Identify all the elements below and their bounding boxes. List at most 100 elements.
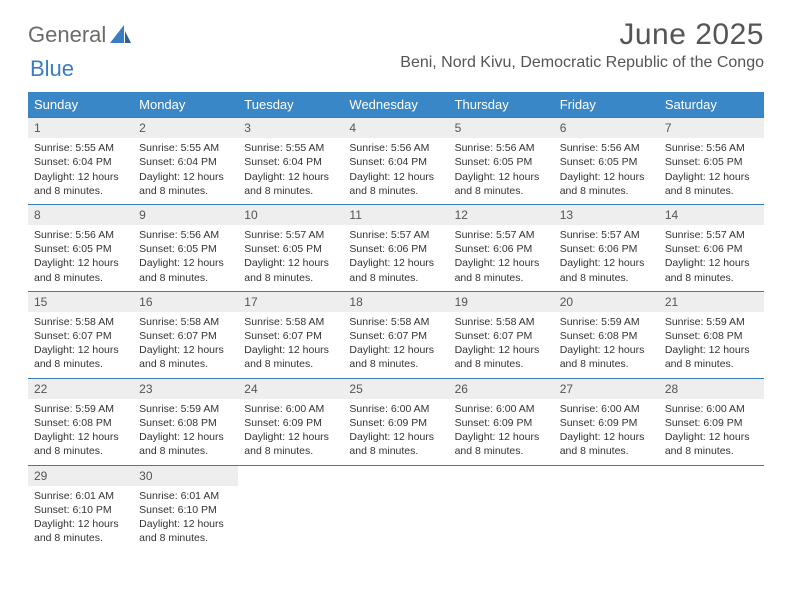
daylight-line-2: and 8 minutes. [139,184,232,198]
calendar-cell: 8Sunrise: 5:56 AMSunset: 6:05 PMDaylight… [28,205,133,291]
brand-name-a: General [28,22,106,48]
weekday-header: Wednesday [343,92,448,117]
sunrise-line: Sunrise: 5:58 AM [455,315,548,329]
day-number: 18 [343,292,448,312]
daylight-line-1: Daylight: 12 hours [244,343,337,357]
calendar-week-row: 8Sunrise: 5:56 AMSunset: 6:05 PMDaylight… [28,204,764,291]
calendar-week-row: 1Sunrise: 5:55 AMSunset: 6:04 PMDaylight… [28,117,764,204]
daylight-line-1: Daylight: 12 hours [34,170,127,184]
sunset-line: Sunset: 6:07 PM [139,329,232,343]
calendar-grid: SundayMondayTuesdayWednesdayThursdayFrid… [28,92,764,551]
daylight-line-1: Daylight: 12 hours [455,430,548,444]
day-number: 21 [659,292,764,312]
sunrise-line: Sunrise: 6:01 AM [34,489,127,503]
day-number: 12 [449,205,554,225]
cell-body: Sunrise: 5:57 AMSunset: 6:05 PMDaylight:… [238,228,343,285]
sunset-line: Sunset: 6:07 PM [244,329,337,343]
daylight-line-2: and 8 minutes. [665,357,758,371]
weekday-header: Sunday [28,92,133,117]
calendar-week-row: 22 Sunrise: 5:59 AMSunset: 6:08 PMDayligh… [28,378,764,465]
day-number: 22 [28,379,133,399]
day-number: 29 [28,466,133,486]
cell-body: Sunrise: 5:57 AMSunset: 6:06 PMDaylight:… [659,228,764,285]
sunrise-line: Sunrise: 5:58 AM [244,315,337,329]
daylight-line-1: Daylight: 12 hours [244,256,337,270]
cell-body: Sunrise: 6:00 AMSunset: 6:09 PMDaylight:… [343,402,448,459]
sunset-line: Sunset: 6:04 PM [349,155,442,169]
sunset-line: Sunset: 6:07 PM [455,329,548,343]
cell-body: Sunrise: 5:57 AMSunset: 6:06 PMDaylight:… [449,228,554,285]
day-number: 5 [449,118,554,138]
daylight-line-2: and 8 minutes. [455,271,548,285]
day-number: 3 [238,118,343,138]
calendar-week-row: 29Sunrise: 6:01 AMSunset: 6:10 PMDayligh… [28,465,764,552]
sunset-line: Sunset: 6:08 PM [665,329,758,343]
cell-body: Sunrise: 5:56 AMSunset: 6:05 PMDaylight:… [133,228,238,285]
cell-body: Sunrise: 5:59 AMSunset: 6:08 PMDaylight:… [28,402,133,459]
sunrise-line: Sunrise: 5:56 AM [139,228,232,242]
cell-body: Sunrise: 5:58 AMSunset: 6:07 PMDaylight:… [449,315,554,372]
daylight-line-1: Daylight: 12 hours [34,256,127,270]
daylight-line-1: Daylight: 12 hours [349,170,442,184]
sunrise-line: Sunrise: 5:55 AM [244,141,337,155]
daylight-line-1: Daylight: 12 hours [455,256,548,270]
sunrise-line: Sunrise: 6:00 AM [349,402,442,416]
calendar-cell: 11Sunrise: 5:57 AMSunset: 6:06 PMDayligh… [343,205,448,291]
day-number: 14 [659,205,764,225]
sunrise-line: Sunrise: 5:57 AM [455,228,548,242]
sunset-line: Sunset: 6:09 PM [349,416,442,430]
calendar-cell: 10 Sunrise: 5:57 AMSunset: 6:05 PMDayligh… [238,205,343,291]
day-number: 13 [554,205,659,225]
cell-body: Sunrise: 5:55 AMSunset: 6:04 PMDaylight:… [238,141,343,198]
calendar-cell: 23Sunrise: 5:59 AMSunset: 6:08 PMDayligh… [133,379,238,465]
location-subtitle: Beni, Nord Kivu, Democratic Republic of … [400,54,764,72]
cell-body: Sunrise: 5:59 AMSunset: 6:08 PMDaylight:… [554,315,659,372]
day-number: 19 [449,292,554,312]
day-number: 2 [133,118,238,138]
sunrise-line: Sunrise: 6:00 AM [455,402,548,416]
daylight-line-1: Daylight: 12 hours [349,430,442,444]
daylight-line-1: Daylight: 12 hours [244,170,337,184]
sunrise-line: Sunrise: 5:56 AM [455,141,548,155]
calendar-cell: 2Sunrise: 5:55 AMSunset: 6:04 PMDaylight… [133,118,238,204]
calendar-cell: 28Sunrise: 6:00 AMSunset: 6:09 PMDayligh… [659,379,764,465]
sunrise-line: Sunrise: 6:00 AM [560,402,653,416]
day-number: 10 [238,205,343,225]
daylight-line-2: and 8 minutes. [349,271,442,285]
calendar-cell: 12 Sunrise: 5:57 AMSunset: 6:06 PMDayligh… [449,205,554,291]
weekday-header: Friday [554,92,659,117]
sunset-line: Sunset: 6:06 PM [455,242,548,256]
sunset-line: Sunset: 6:07 PM [34,329,127,343]
sunrise-line: Sunrise: 5:56 AM [34,228,127,242]
calendar-cell: 15Sunrise: 5:58 AMSunset: 6:07 PMDayligh… [28,292,133,378]
weekday-header: Saturday [659,92,764,117]
calendar-cell: 25Sunrise: 6:00 AMSunset: 6:09 PMDayligh… [343,379,448,465]
daylight-line-2: and 8 minutes. [139,271,232,285]
daylight-line-1: Daylight: 12 hours [455,170,548,184]
cell-body: Sunrise: 5:56 AMSunset: 6:05 PMDaylight:… [449,141,554,198]
cell-body: Sunrise: 5:57 AMSunset: 6:06 PMDaylight:… [554,228,659,285]
day-number: 28 [659,379,764,399]
daylight-line-2: and 8 minutes. [665,271,758,285]
daylight-line-2: and 8 minutes. [349,444,442,458]
daylight-line-2: and 8 minutes. [349,184,442,198]
day-number: 26 [449,379,554,399]
daylight-line-1: Daylight: 12 hours [34,343,127,357]
sunset-line: Sunset: 6:08 PM [139,416,232,430]
sunrise-line: Sunrise: 5:59 AM [665,315,758,329]
daylight-line-1: Daylight: 12 hours [349,256,442,270]
cell-body: Sunrise: 5:57 AMSunset: 6:06 PMDaylight:… [343,228,448,285]
weekday-header: Thursday [449,92,554,117]
sunset-line: Sunset: 6:08 PM [560,329,653,343]
cell-body: Sunrise: 5:56 AMSunset: 6:05 PMDaylight:… [659,141,764,198]
cell-body: Sunrise: 5:56 AMSunset: 6:04 PMDaylight:… [343,141,448,198]
daylight-line-2: and 8 minutes. [349,357,442,371]
sunset-line: Sunset: 6:05 PM [139,242,232,256]
sunrise-line: Sunrise: 5:59 AM [560,315,653,329]
daylight-line-2: and 8 minutes. [139,531,232,545]
sunrise-line: Sunrise: 5:57 AM [349,228,442,242]
daylight-line-1: Daylight: 12 hours [349,343,442,357]
daylight-line-2: and 8 minutes. [244,444,337,458]
daylight-line-1: Daylight: 12 hours [560,343,653,357]
weeks-container: 1Sunrise: 5:55 AMSunset: 6:04 PMDaylight… [28,117,764,551]
